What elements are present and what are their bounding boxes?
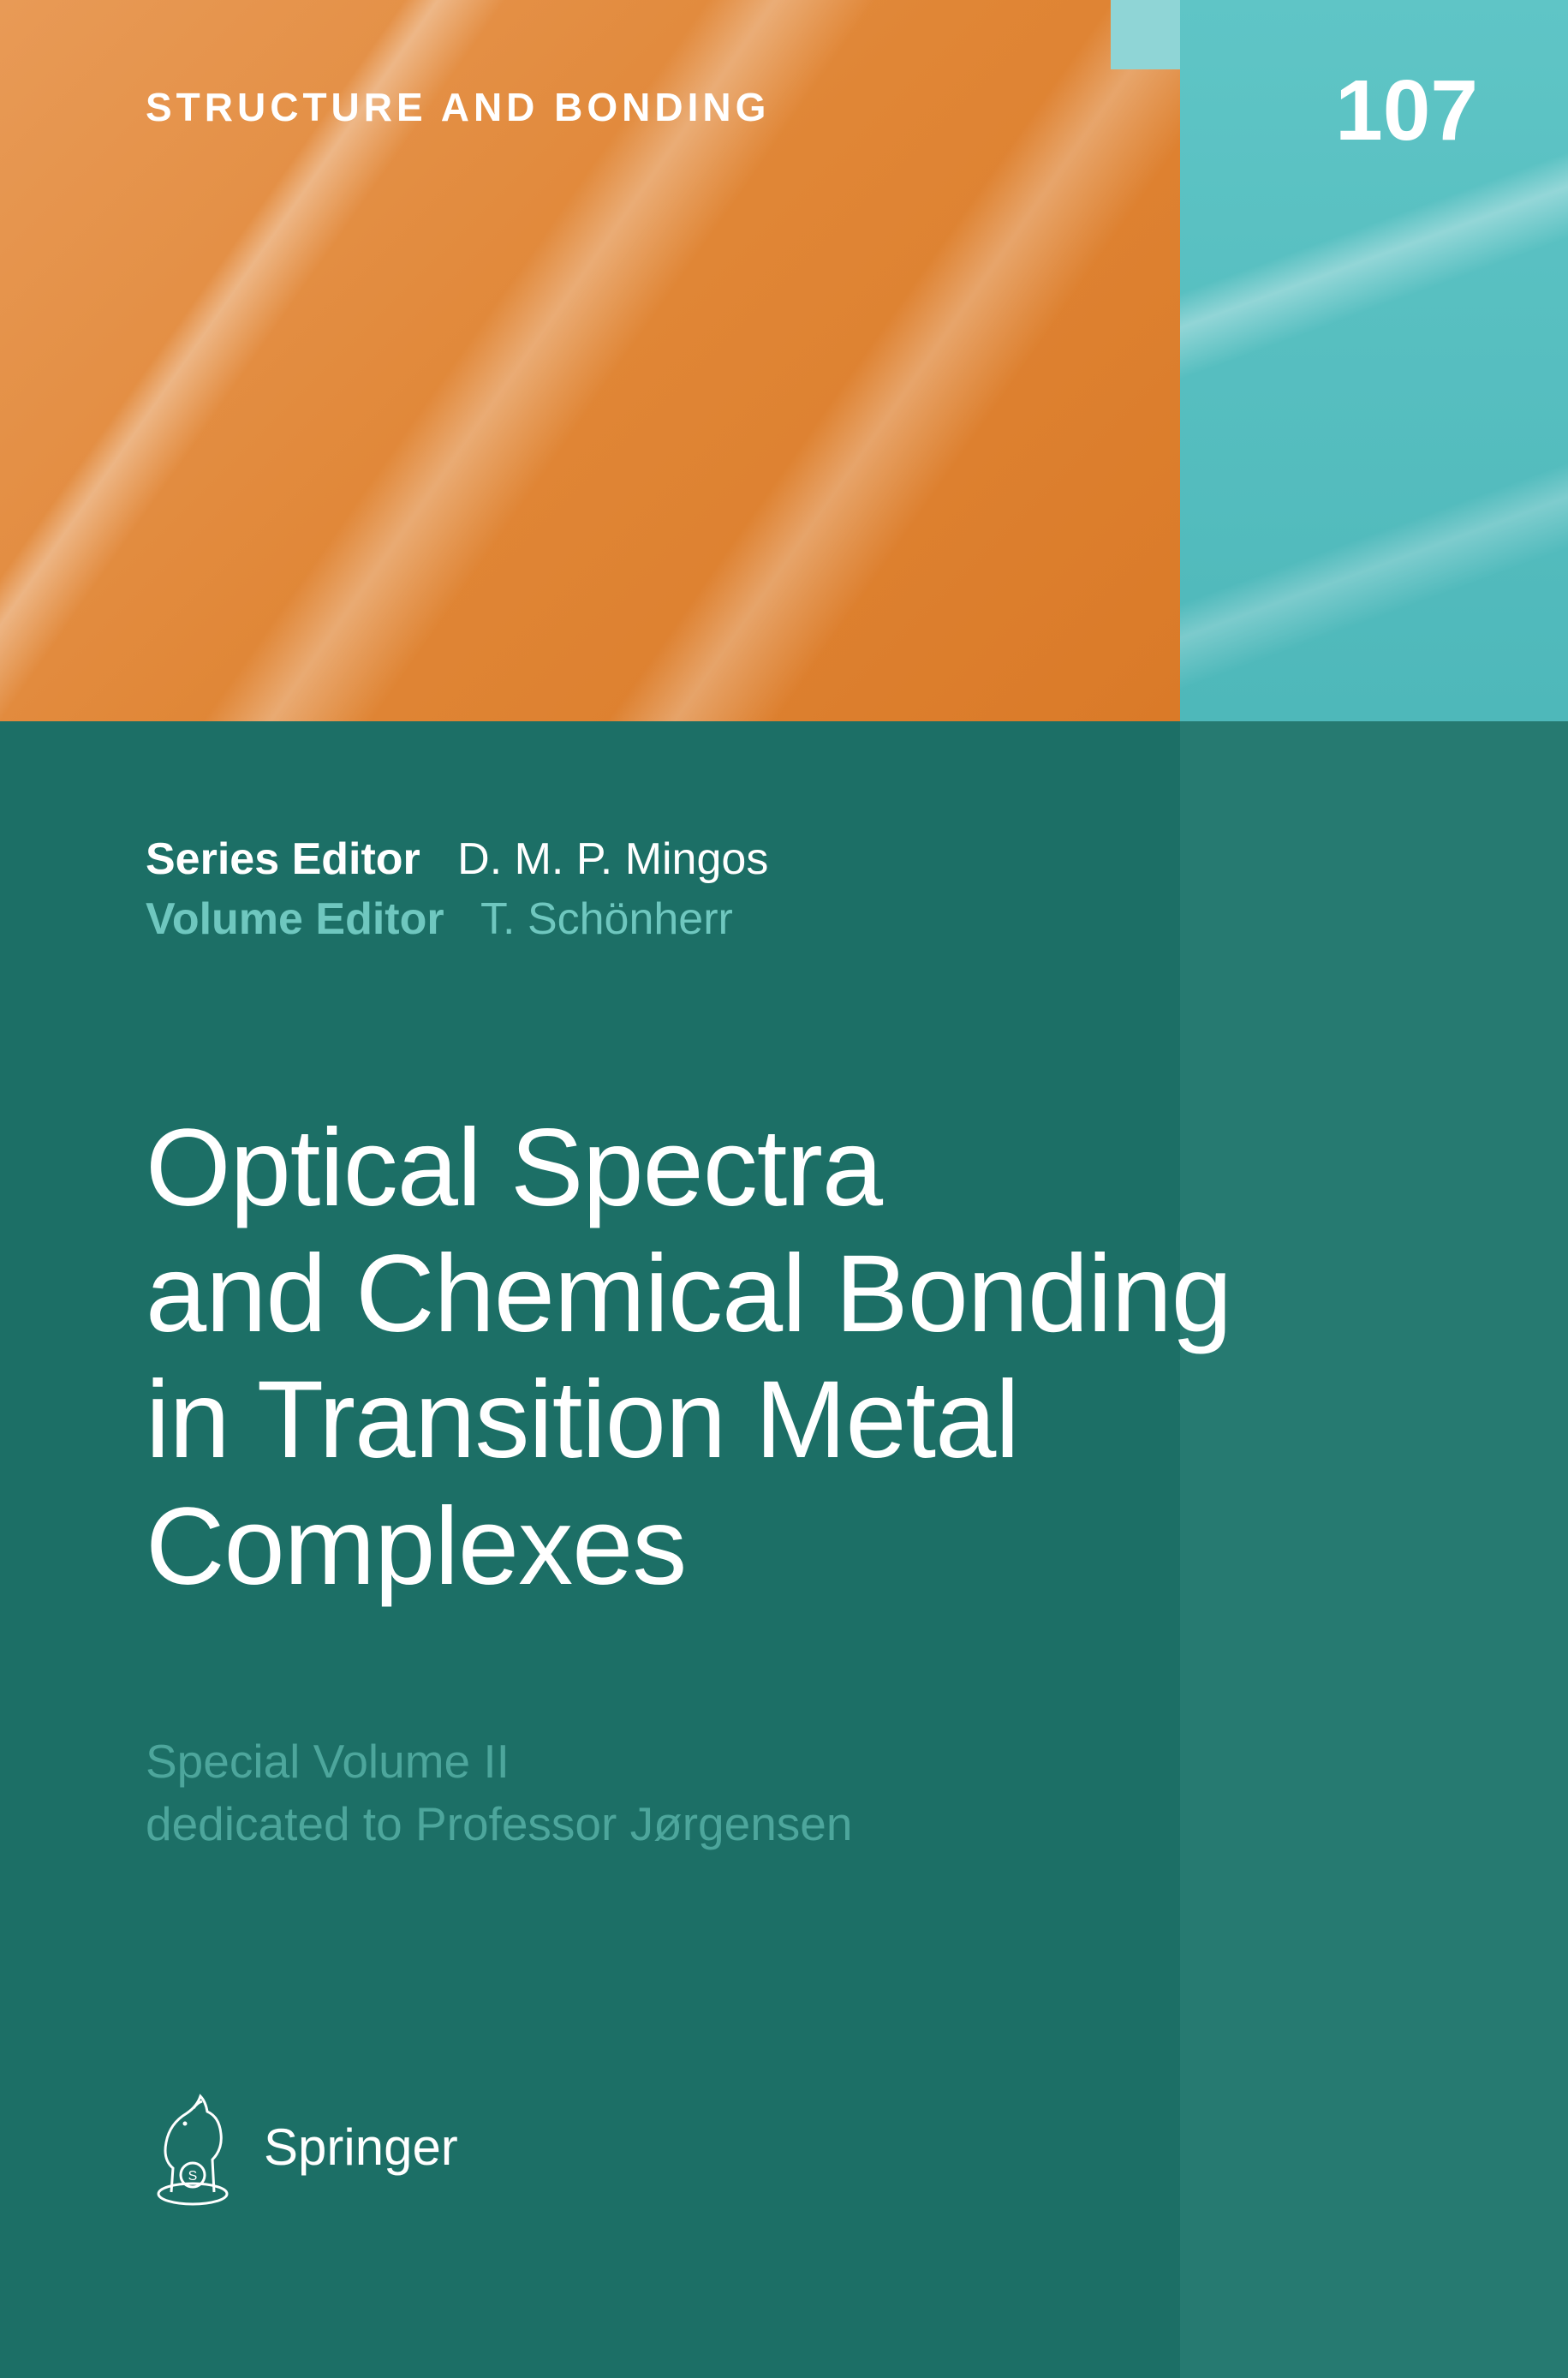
book-cover: STRUCTURE AND BONDING 107 Series Editor … [0,0,1568,2378]
series-editor-name: D. M. P. Mingos [457,834,768,884]
volume-editor-label: Volume Editor [146,894,444,944]
volume-editor-line: Volume Editor T. Schönherr [146,889,768,949]
volume-number: 107 [1335,62,1478,160]
title-line-1: Optical Spectra [146,1105,1231,1231]
corner-accent-square [1111,0,1180,69]
series-editor-label: Series Editor [146,834,420,884]
title-line-3: in Transition Metal [146,1357,1231,1483]
publisher-block: S Springer [146,2082,458,2211]
volume-editor-name: T. Schönherr [480,894,733,944]
series-editor-line: Series Editor D. M. P. Mingos [146,829,768,889]
book-subtitle: Special Volume II dedicated to Professor… [146,1730,852,1855]
series-name: STRUCTURE AND BONDING [146,84,770,130]
publisher-name: Springer [264,2118,458,2177]
editors-block: Series Editor D. M. P. Mingos Volume Edi… [146,829,768,949]
title-line-2: and Chemical Bonding [146,1231,1231,1357]
springer-horse-icon: S [146,2082,240,2211]
book-title: Optical Spectra and Chemical Bonding in … [146,1105,1231,1610]
svg-text:S: S [188,2169,198,2184]
subtitle-line-1: Special Volume II [146,1730,852,1793]
bottom-band-right [1180,721,1568,2378]
title-line-4: Complexes [146,1484,1231,1610]
subtitle-line-2: dedicated to Professor Jørgensen [146,1793,852,1855]
